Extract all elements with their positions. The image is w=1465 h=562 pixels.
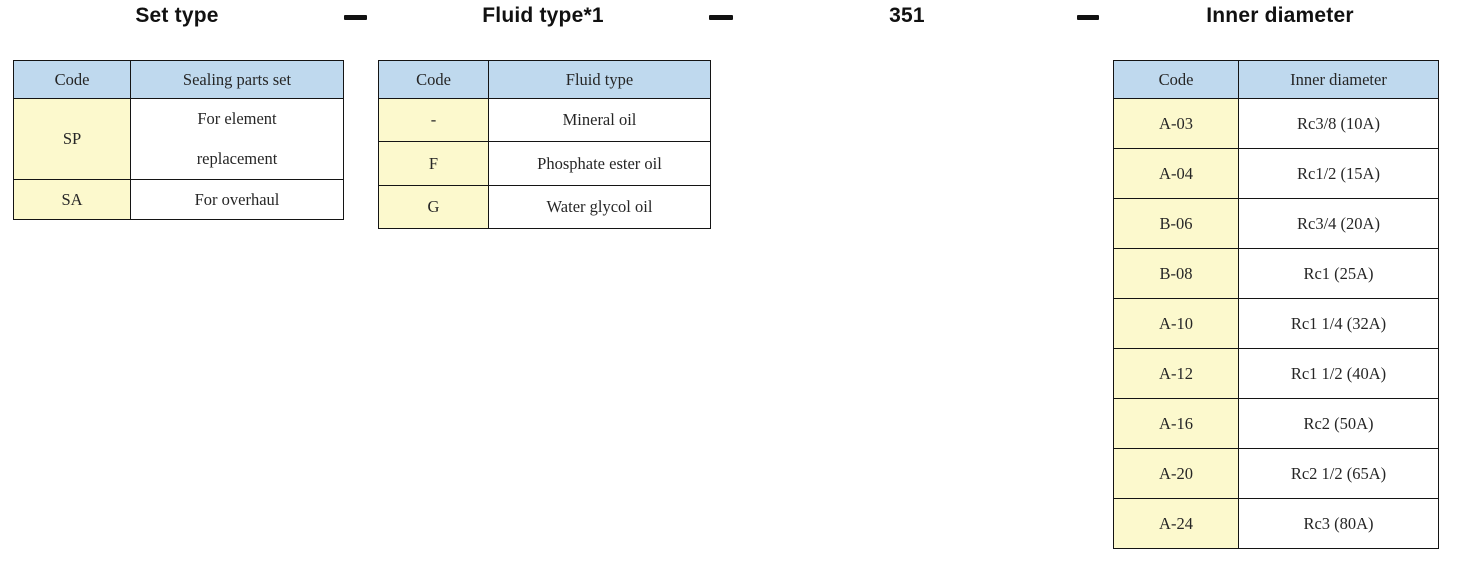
table-header-row: Code Inner diameter <box>1113 60 1439 99</box>
inner-diameter-table: Code Inner diameter A-03 Rc3/8 (10A) A-0… <box>1113 60 1439 549</box>
column-header-sealing-parts-set: Sealing parts set <box>130 60 344 99</box>
value-cell: Rc1 1/2 (40A) <box>1238 348 1439 399</box>
value-cell: Rc2 1/2 (65A) <box>1238 448 1439 499</box>
table-row: - Mineral oil <box>378 98 711 142</box>
table-header-row: Code Sealing parts set <box>13 60 344 99</box>
segment-label-inner-diameter: Inner diameter <box>1206 4 1354 27</box>
table-row: G Water glycol oil <box>378 185 711 229</box>
code-cell: SP <box>13 98 131 180</box>
code-cell: B-06 <box>1113 198 1239 249</box>
value-cell: Rc2 (50A) <box>1238 398 1439 449</box>
segment-label-model-number: 351 <box>889 4 925 27</box>
set-type-table: Code Sealing parts set SP For element re… <box>13 60 344 220</box>
table-row: F Phosphate ester oil <box>378 141 711 186</box>
table-row: A-16 Rc2 (50A) <box>1113 398 1439 449</box>
value-cell: Rc1 (25A) <box>1238 248 1439 299</box>
code-cell: A-12 <box>1113 348 1239 399</box>
value-cell: Water glycol oil <box>488 185 711 229</box>
code-cell: A-04 <box>1113 148 1239 199</box>
segment-label-set-type: Set type <box>135 4 219 27</box>
table-row: SA For overhaul <box>13 179 344 220</box>
table-header-row: Code Fluid type <box>378 60 711 99</box>
table-row: A-24 Rc3 (80A) <box>1113 498 1439 549</box>
segment-label-fluid-type: Fluid type*1 <box>482 4 604 27</box>
table-row: B-06 Rc3/4 (20A) <box>1113 198 1439 249</box>
column-header-code: Code <box>378 60 489 99</box>
column-header-code: Code <box>1113 60 1239 99</box>
code-cell: B-08 <box>1113 248 1239 299</box>
column-header-inner-diameter: Inner diameter <box>1238 60 1439 99</box>
table-row: A-03 Rc3/8 (10A) <box>1113 98 1439 149</box>
table-row: B-08 Rc1 (25A) <box>1113 248 1439 299</box>
code-cell: G <box>378 185 489 229</box>
table-row: A-12 Rc1 1/2 (40A) <box>1113 348 1439 399</box>
separator-dash-icon <box>344 15 367 20</box>
value-cell: Phosphate ester oil <box>488 141 711 186</box>
code-cell: A-10 <box>1113 298 1239 349</box>
value-cell: Rc3/8 (10A) <box>1238 98 1439 149</box>
table-row: A-20 Rc2 1/2 (65A) <box>1113 448 1439 499</box>
code-cell: F <box>378 141 489 186</box>
value-cell: Rc3/4 (20A) <box>1238 198 1439 249</box>
value-cell: Rc1 1/4 (32A) <box>1238 298 1439 349</box>
value-cell: Mineral oil <box>488 98 711 142</box>
value-cell: For element replacement <box>130 98 344 180</box>
code-cell: A-03 <box>1113 98 1239 149</box>
code-cell: - <box>378 98 489 142</box>
code-cell: A-16 <box>1113 398 1239 449</box>
column-header-code: Code <box>13 60 131 99</box>
value-cell: For overhaul <box>130 179 344 220</box>
code-cell: SA <box>13 179 131 220</box>
column-header-fluid-type: Fluid type <box>488 60 711 99</box>
code-cell: A-20 <box>1113 448 1239 499</box>
code-cell: A-24 <box>1113 498 1239 549</box>
separator-dash-icon <box>1077 15 1099 20</box>
table-row: A-04 Rc1/2 (15A) <box>1113 148 1439 199</box>
table-row: A-10 Rc1 1/4 (32A) <box>1113 298 1439 349</box>
value-cell: Rc3 (80A) <box>1238 498 1439 549</box>
fluid-type-table: Code Fluid type - Mineral oil F Phosphat… <box>378 60 711 229</box>
value-cell: Rc1/2 (15A) <box>1238 148 1439 199</box>
table-row: SP For element replacement <box>13 98 344 180</box>
separator-dash-icon <box>709 15 733 20</box>
